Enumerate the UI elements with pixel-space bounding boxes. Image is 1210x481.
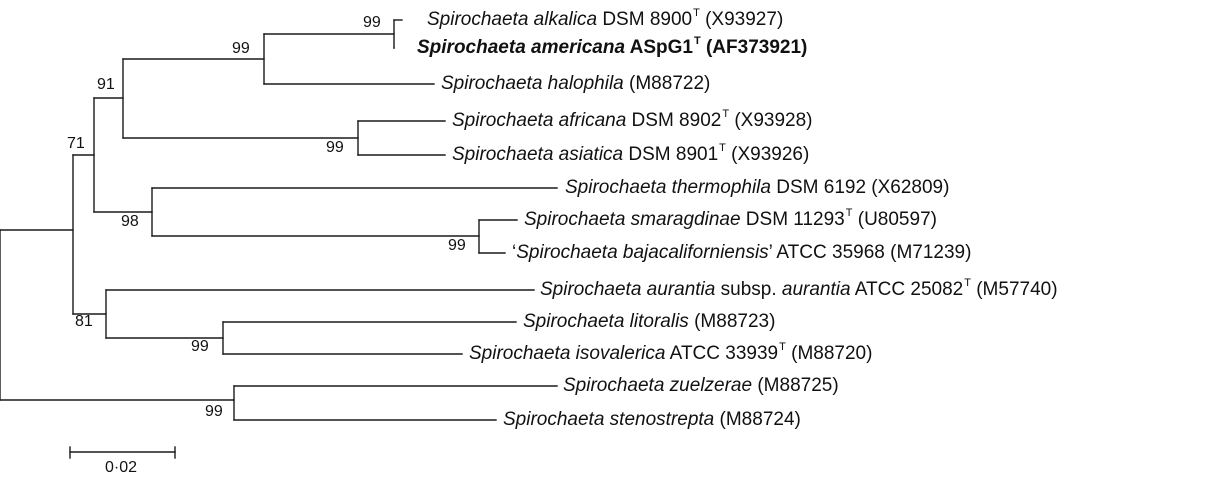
taxon-name: Spirochaeta americana <box>417 37 626 58</box>
type-strain-mark: T <box>722 107 730 120</box>
type-strain-mark: T <box>693 6 700 19</box>
tree-branches <box>0 19 558 459</box>
taxon-label-alkalica: Spirochaeta alkalica DSM 8900T (X93927) <box>427 6 784 30</box>
type-strain-mark: T <box>693 34 701 47</box>
bootstrap-aurantia-group: 81 <box>75 313 93 330</box>
taxon-name: Spirochaeta asiatica <box>452 144 624 165</box>
taxon-name: Spirochaeta thermophila <box>565 177 771 198</box>
taxon-name: Spirochaeta isovalerica <box>469 343 666 364</box>
taxon-label-bajacaliforniensis: ‘Spirochaeta bajacaliforniensis’ ATCC 35… <box>512 242 972 263</box>
bootstrap-halophila-group: 91 <box>97 76 115 93</box>
taxon-name: Spirochaeta halophila <box>441 73 624 94</box>
taxon-label-zuelzerae: Spirochaeta zuelzerae (M88725) <box>563 375 839 396</box>
scale-bar-label: 0·02 <box>105 459 138 476</box>
type-strain-mark: T <box>845 206 853 219</box>
bootstrap-upper-clade: 71 <box>67 135 85 152</box>
taxon-label-smaragdinae: Spirochaeta smaragdinae DSM 11293T (U805… <box>524 206 937 230</box>
taxon-label-aurantia: Spirochaeta aurantia subsp. aurantia ATC… <box>540 276 1058 300</box>
taxon-label-thermophila: Spirochaeta thermophila DSM 6192 (X62809… <box>565 177 950 198</box>
taxon-label-americana: Spirochaeta americana ASpG1T (AF373921) <box>417 34 808 58</box>
bootstrap-smaragdinae-bajacaliforniensis: 99 <box>448 237 466 254</box>
taxon-label-litoralis: Spirochaeta litoralis (M88723) <box>523 311 776 332</box>
taxon-name: Spirochaeta stenostrepta <box>503 409 715 430</box>
type-strain-mark: T <box>964 276 971 289</box>
taxon-name: Spirochaeta smaragdinae <box>524 209 741 230</box>
taxon-name: Spirochaeta bajacaliforniensis <box>516 242 769 263</box>
taxon-name: Spirochaeta alkalica <box>427 9 598 30</box>
bootstrap-zuelzerae-stenostrepta: 99 <box>205 403 223 420</box>
taxon-label-isovalerica: Spirochaeta isovalerica ATCC 33939T (M88… <box>469 340 873 364</box>
taxon-name: Spirochaeta aurantia <box>540 279 716 300</box>
taxon-name: Spirochaeta africana <box>452 110 627 131</box>
taxon-label-africana: Spirochaeta africana DSM 8902T (X93928) <box>452 107 813 131</box>
taxon-label-halophila: Spirochaeta halophila (M88722) <box>441 73 711 94</box>
bootstrap-thermophila-group: 98 <box>121 213 139 230</box>
taxon-label-asiatica: Spirochaeta asiatica DSM 8901T (X93926) <box>452 141 810 165</box>
taxon-name: Spirochaeta zuelzerae <box>563 375 753 396</box>
taxon-name: Spirochaeta litoralis <box>523 311 689 332</box>
bootstrap-alkalica-americana: 99 <box>363 14 381 31</box>
type-strain-mark: T <box>719 141 726 154</box>
subspecies-name: aurantia <box>781 279 851 300</box>
type-strain-mark: T <box>779 340 786 353</box>
bootstrap-litoralis-isovalerica: 99 <box>191 338 209 355</box>
bootstrap-africana-asiatica: 99 <box>326 139 344 156</box>
taxon-label-stenostrepta: Spirochaeta stenostrepta (M88724) <box>503 409 801 430</box>
bootstrap-alkalica-americana-halophila: 99 <box>232 40 250 57</box>
